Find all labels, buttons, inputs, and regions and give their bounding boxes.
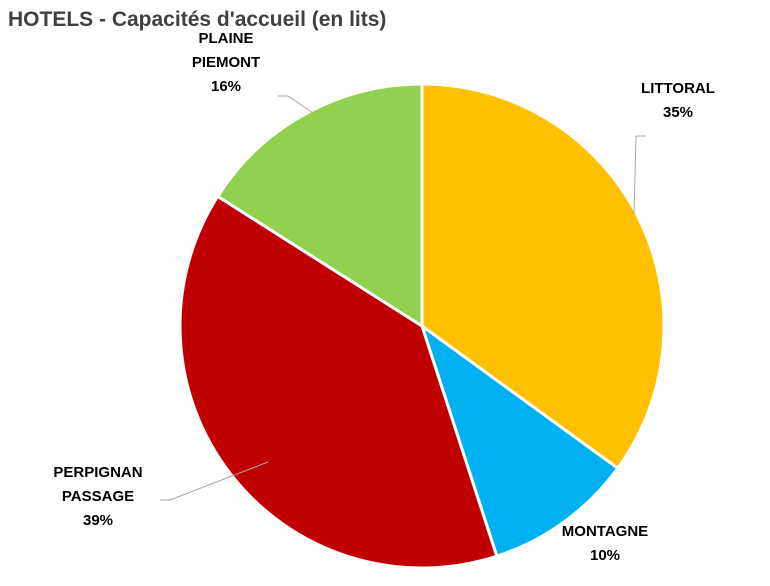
- slice-label-littoral: LITTORAL 35%: [641, 80, 715, 121]
- pie-slice-plaine-piemont: [215, 82, 424, 329]
- slice-label-montagne: MONTAGNE 10%: [562, 523, 648, 564]
- leader-line-perpignan-passage: [160, 461, 269, 501]
- leader-line-plaine-piemont: [278, 95, 314, 114]
- chart-title: HOTELS - Capacités d'accueil (en lits): [8, 8, 387, 31]
- leader-line-littoral: [633, 135, 646, 216]
- slice-label-perpignan-passage: PERPIGNAN PASSAGE 39%: [53, 464, 142, 529]
- pie-slice-perpignan-passage: [178, 194, 499, 570]
- pie-slice-montagne: [419, 322, 620, 559]
- slice-label-plaine-piemont: PLAINE PIEMONT 16%: [192, 30, 260, 95]
- pie-slice-littoral: [420, 82, 666, 471]
